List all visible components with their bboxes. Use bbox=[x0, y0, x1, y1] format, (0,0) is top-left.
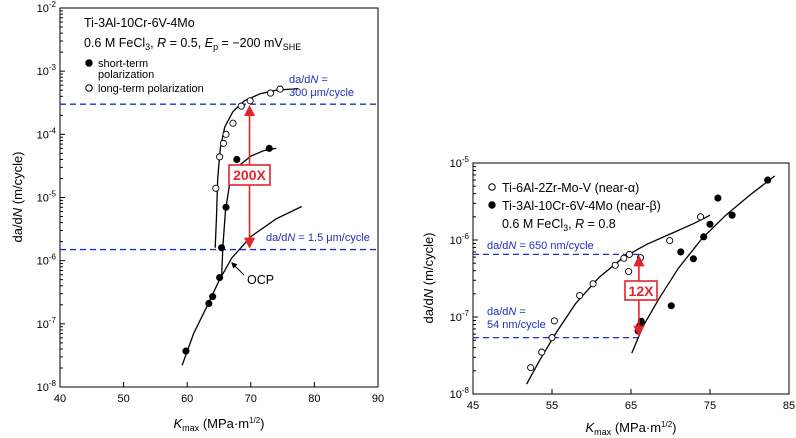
open-data-point bbox=[527, 364, 535, 372]
y-tick-label: 10-4 bbox=[37, 126, 57, 141]
y-tick-label: 10-8 bbox=[37, 379, 57, 394]
left-alloy-title: Ti-3Al-10Cr-6V-4Mo bbox=[84, 16, 195, 30]
x-tick-label: 45 bbox=[467, 400, 479, 412]
open-data-point bbox=[611, 261, 619, 269]
right-ref-label-54-line2: 54 nm/cycle bbox=[487, 319, 546, 331]
open-data-point bbox=[696, 213, 705, 221]
right-x-ticks: 45 55 65 75 85 bbox=[467, 389, 795, 412]
open-data-point bbox=[216, 153, 224, 161]
y-tick-label: 10-6 bbox=[450, 232, 470, 247]
right-ref-label-54-line1: da/dN = bbox=[487, 306, 526, 318]
x-tick-label: 70 bbox=[245, 393, 257, 405]
right-legend-label-beta: Ti-3Al-10Cr-6V-4Mo (near-β) bbox=[502, 199, 661, 213]
filled-data-point bbox=[714, 194, 722, 202]
left-ocp-pointer bbox=[231, 262, 245, 276]
filled-data-point bbox=[700, 233, 708, 241]
left-test-conditions: 0.6 M FeCl3, R = 0.5, Ep = −200 mVSHE bbox=[84, 36, 301, 52]
left-chart: 10-8 10-7 10-6 10-5 10-4 10-3 10-2 40 50 60 70 80 9… bbox=[10, 0, 384, 433]
open-data-point bbox=[276, 85, 284, 93]
right-ratio-box bbox=[624, 280, 658, 301]
left-data-points bbox=[182, 85, 284, 355]
left-x-axis-label: Kmax (MPa·m1/2) bbox=[174, 416, 265, 433]
x-tick-label: 90 bbox=[372, 393, 384, 405]
open-data-point bbox=[625, 250, 633, 258]
filled-data-point bbox=[205, 299, 213, 308]
right-y-ticks: 10-8 10-7 10-6 10-5 bbox=[450, 155, 478, 401]
open-data-point bbox=[246, 97, 254, 105]
y-tick-label: 10-3 bbox=[37, 63, 57, 78]
open-data-point bbox=[620, 254, 628, 262]
filled-data-point bbox=[764, 176, 772, 184]
left-ratio-label: 200X bbox=[233, 167, 266, 183]
left-ratio-box bbox=[228, 164, 271, 186]
left-y-axis-label: da/dN (m/cycle) bbox=[10, 151, 25, 242]
open-data-point bbox=[625, 267, 633, 276]
x-tick-label: 80 bbox=[308, 393, 320, 405]
open-data-point bbox=[666, 237, 674, 245]
y-tick-label: 10-6 bbox=[37, 253, 57, 268]
x-tick-label: 50 bbox=[117, 393, 129, 405]
open-data-point bbox=[266, 89, 275, 97]
open-data-point bbox=[538, 348, 546, 356]
left-legend-marker-long bbox=[85, 84, 93, 92]
open-data-point bbox=[219, 139, 228, 147]
left-ocp-curve bbox=[181, 205, 302, 366]
right-legend-marker-alpha bbox=[488, 183, 496, 191]
x-tick-label: 55 bbox=[546, 400, 558, 412]
right-y-axis-label: da/dN (m/cycle) bbox=[421, 232, 436, 323]
x-tick-label: 40 bbox=[54, 393, 66, 405]
filled-data-point bbox=[689, 255, 697, 263]
open-data-point bbox=[229, 119, 237, 127]
right-ref-label-650: da/dN = 650 nm/cycle bbox=[487, 240, 594, 252]
left-legend-marker-short bbox=[85, 59, 93, 67]
filled-data-point bbox=[233, 155, 241, 164]
y-tick-label: 10-5 bbox=[37, 190, 57, 205]
left-ocp-label: OCP bbox=[247, 273, 274, 287]
right-x-axis-label: Kmax (MPa·m1/2) bbox=[586, 420, 677, 437]
open-data-point bbox=[212, 184, 220, 192]
left-y-ticks: 10-8 10-7 10-6 10-5 10-4 10-3 10-2 bbox=[37, 0, 65, 394]
filled-data-point bbox=[728, 211, 736, 219]
open-data-point bbox=[237, 102, 245, 110]
y-tick-label: 10-7 bbox=[37, 316, 57, 331]
right-chart: 10-8 10-7 10-6 10-5 45 55 65 75 85 da/dN (m/cyc… bbox=[421, 155, 795, 437]
right-plot-frame bbox=[472, 162, 790, 395]
open-data-point bbox=[548, 334, 556, 342]
left-ref-label-300-line2: 300 μm/cycle bbox=[289, 87, 354, 99]
filled-data-point bbox=[209, 293, 217, 301]
open-data-point bbox=[589, 280, 597, 288]
right-ratio-label: 12X bbox=[629, 283, 655, 299]
left-legend-label-long: long-term polarization bbox=[98, 83, 204, 95]
filled-data-point bbox=[677, 248, 685, 256]
y-tick-label: 10-5 bbox=[450, 155, 470, 170]
right-near-beta-fit-curve bbox=[631, 175, 776, 354]
y-tick-label: 10-8 bbox=[450, 386, 470, 401]
left-x-ticks: 40 50 60 70 80 90 bbox=[54, 382, 384, 405]
y-tick-label: 10-7 bbox=[450, 309, 470, 324]
left-legend-label-short-1: short-term bbox=[98, 58, 148, 70]
filled-data-point bbox=[217, 244, 226, 252]
filled-data-point bbox=[216, 274, 224, 282]
filled-data-point bbox=[667, 302, 675, 310]
filled-data-point bbox=[706, 220, 714, 228]
left-ref-label-1-5: da/dN = 1.5 μm/cycle bbox=[266, 232, 370, 244]
filled-data-point bbox=[222, 203, 230, 211]
x-tick-label: 85 bbox=[783, 400, 795, 412]
right-legend-label-alpha: Ti-6Al-2Zr-Mo-V (near-α) bbox=[502, 181, 639, 195]
open-data-point bbox=[550, 317, 558, 325]
right-near-alpha-fit-curve bbox=[526, 214, 711, 385]
left-legend-label-short-2: polarization bbox=[98, 69, 154, 81]
x-tick-label: 75 bbox=[704, 400, 716, 412]
right-test-conditions: 0.6 M FeCl3, R = 0.8 bbox=[502, 217, 616, 233]
filled-data-point bbox=[265, 144, 273, 152]
right-legend-marker-beta bbox=[488, 201, 496, 209]
open-data-point bbox=[222, 130, 230, 138]
x-tick-label: 60 bbox=[181, 393, 193, 405]
y-tick-label: 10-2 bbox=[37, 0, 57, 15]
x-tick-label: 65 bbox=[625, 400, 637, 412]
filled-data-point bbox=[182, 347, 190, 355]
left-ref-label-300-line1: da/dN = bbox=[289, 74, 328, 86]
open-data-point bbox=[576, 291, 584, 300]
